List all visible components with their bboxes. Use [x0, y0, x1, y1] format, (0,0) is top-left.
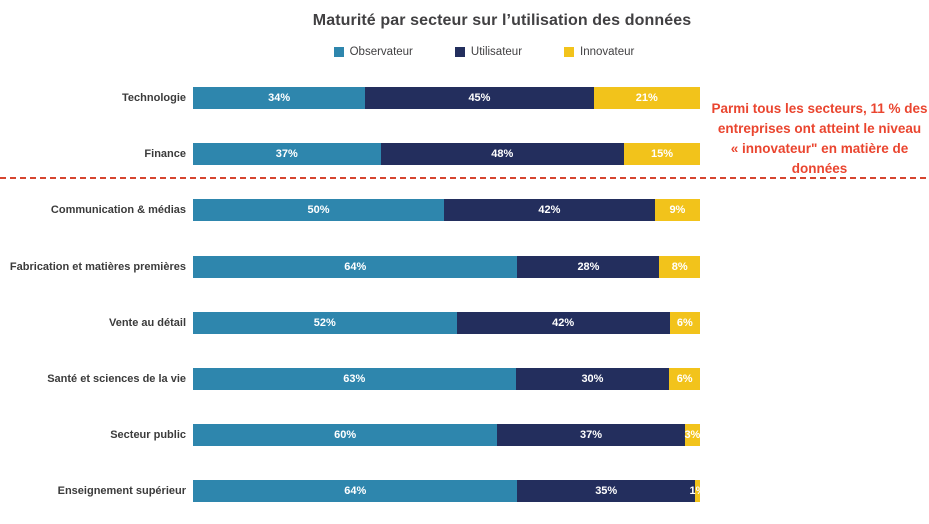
- stacked-bar: 60% 37% 3%: [193, 424, 700, 446]
- bar-segment-observateur: 50%: [193, 199, 444, 221]
- bar-segment-observateur: 60%: [193, 424, 498, 446]
- bar-segment-observateur: 37%: [193, 143, 381, 165]
- segment-value-label: 21%: [635, 92, 658, 104]
- bar-segment-innovateur: 6%: [669, 368, 700, 390]
- stacked-bar: 63% 30% 6%: [193, 368, 700, 390]
- annotation-line: données: [791, 161, 848, 176]
- bar-segment-innovateur: 6%: [669, 312, 700, 334]
- chart-row: Finance 37% 48% 15%: [0, 143, 929, 165]
- category-label: Technologie: [122, 92, 186, 104]
- innovateur-swatch: [564, 47, 575, 57]
- bar-segment-observateur: 34%: [193, 87, 366, 109]
- chart-row: Technologie 34% 45% 21%: [0, 87, 929, 109]
- stacked-bar: 52% 42% 6%: [193, 312, 700, 334]
- annotation-line: Parmi tous les secteurs, 11 % des: [711, 101, 928, 116]
- category-label: Fabrication et matières premières: [9, 261, 186, 273]
- segment-value-label: 35%: [595, 485, 618, 497]
- segment-value-label: 30%: [581, 373, 604, 385]
- segment-value-label: 52%: [313, 317, 336, 329]
- chart-title: Maturité par secteur sur l’utilisation d…: [312, 12, 692, 29]
- segment-value-label: 48%: [491, 148, 514, 160]
- category-label: Secteur public: [110, 429, 186, 441]
- segment-value-label: 1%: [689, 485, 700, 497]
- segment-value-label: 3%: [684, 429, 700, 441]
- bar-segment-innovateur: 1%: [690, 480, 700, 502]
- segment-value-label: 28%: [577, 261, 600, 273]
- annotation-line: entreprises ont atteint le niveau: [717, 121, 922, 136]
- segment-value-label: 8%: [671, 261, 688, 273]
- category-label: Santé et sciences de la vie: [47, 373, 186, 385]
- segment-value-label: 6%: [676, 317, 693, 329]
- bar-segment-utilisateur: 37%: [497, 424, 685, 446]
- legend-label: Innovateur: [580, 46, 635, 58]
- annotation-callout: Parmi tous les secteurs, 11 % des entrepr…: [710, 99, 929, 179]
- segment-value-label: 60%: [334, 429, 357, 441]
- segment-value-label: 37%: [579, 429, 603, 441]
- legend-item-utilisateur: Utilisateur: [454, 46, 523, 58]
- bar-segment-utilisateur: 30%: [515, 368, 670, 390]
- chart-row: Enseignement supérieur 64% 35% 1%: [0, 480, 929, 502]
- annotation-line: « innovateur" en matière de: [730, 141, 909, 156]
- chart-row: Santé et sciences de la vie 63% 30% 6%: [0, 368, 929, 390]
- segment-value-label: 64%: [344, 261, 367, 273]
- segment-value-label: 42%: [538, 204, 561, 216]
- bar-segment-utilisateur: 35%: [517, 480, 695, 502]
- bar-segment-observateur: 64%: [193, 256, 518, 278]
- bar-segment-observateur: 64%: [193, 480, 518, 502]
- bar-segment-observateur: 63%: [193, 368, 516, 390]
- stacked-bar: 64% 28% 8%: [193, 256, 700, 278]
- segment-value-label: 34%: [268, 92, 291, 104]
- bar-segment-utilisateur: 28%: [517, 256, 660, 278]
- bar-segment-utilisateur: 48%: [380, 143, 624, 165]
- segment-value-label: 15%: [650, 148, 673, 160]
- utilisateur-swatch: [454, 47, 465, 57]
- bar-segment-utilisateur: 42%: [443, 199, 655, 221]
- category-label: Enseignement supérieur: [57, 485, 186, 497]
- segment-value-label: 37%: [275, 148, 298, 160]
- chart-row: Communication & médias 50% 42% 9%: [0, 199, 929, 221]
- category-label: Finance: [144, 148, 186, 160]
- segment-value-label: 63%: [343, 373, 366, 385]
- bar-segment-innovateur: 9%: [654, 199, 700, 221]
- legend: Observateur Utilisateur Innovateur: [39, 46, 929, 58]
- bar-segment-innovateur: 3%: [684, 424, 700, 446]
- bar-segment-innovateur: 8%: [659, 256, 700, 278]
- stacked-bar: 37% 48% 15%: [193, 143, 700, 165]
- bar-segment-utilisateur: 45%: [365, 87, 594, 109]
- bar-segment-utilisateur: 42%: [456, 312, 670, 334]
- segment-value-label: 64%: [344, 485, 367, 497]
- segment-value-label: 9%: [669, 204, 686, 216]
- chart-row: Fabrication et matières premières 64% 28% 8…: [0, 256, 929, 278]
- chart-row: Vente au détail 52% 42% 6%: [0, 312, 929, 334]
- chart-row: Secteur public 60% 37% 3%: [0, 424, 929, 446]
- legend-item-observateur: Observateur: [333, 46, 413, 58]
- stacked-bar: 64% 35% 1%: [193, 480, 700, 502]
- legend-label: Observateur: [349, 46, 413, 58]
- stacked-bar: 34% 45% 21%: [193, 87, 700, 109]
- segment-value-label: 6%: [676, 373, 693, 385]
- segment-value-label: 42%: [552, 317, 575, 329]
- segment-value-label: 50%: [307, 204, 330, 216]
- bar-segment-observateur: 52%: [193, 312, 457, 334]
- category-label: Vente au détail: [108, 317, 186, 329]
- legend-item-innovateur: Innovateur: [564, 46, 634, 58]
- separator-dashed-line: [0, 177, 929, 179]
- bar-segment-innovateur: 15%: [623, 143, 700, 165]
- observateur-swatch: [333, 47, 344, 57]
- stacked-bar: 50% 42% 9%: [193, 199, 700, 221]
- segment-value-label: 45%: [468, 92, 491, 104]
- legend-label: Utilisateur: [470, 46, 523, 58]
- bar-segment-innovateur: 21%: [593, 87, 700, 109]
- category-label: Communication & médias: [50, 204, 186, 216]
